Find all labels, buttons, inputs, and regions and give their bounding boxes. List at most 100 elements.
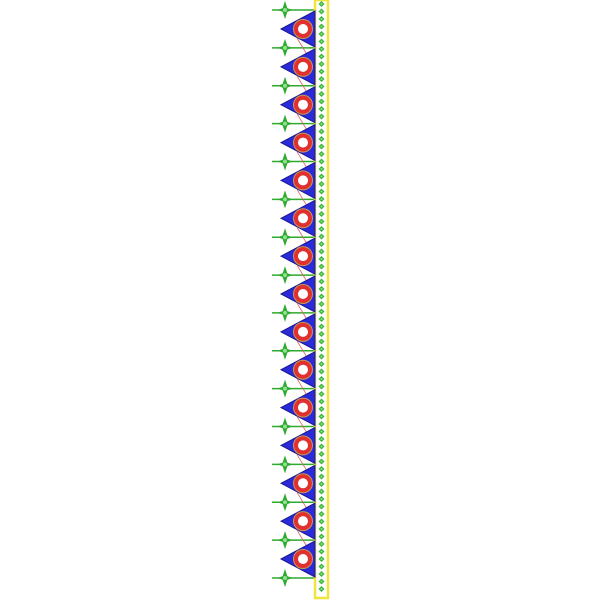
border-leaf-center <box>320 370 323 373</box>
ring-center <box>298 554 308 564</box>
border-leaf-center <box>320 498 323 500</box>
border-leaf-center <box>320 430 323 433</box>
border-leaf-center <box>320 250 323 253</box>
border-leaf-center <box>320 535 323 538</box>
border-leaf-center <box>320 280 323 283</box>
border-leaf-center <box>320 483 323 485</box>
border-leaf-center <box>320 505 323 508</box>
star-center <box>283 310 287 315</box>
border-leaf-center <box>320 243 323 245</box>
border-leaf-center <box>320 63 323 65</box>
ring-center <box>298 516 308 527</box>
border-leaf-center <box>320 385 323 388</box>
border-leaf-center <box>320 460 323 463</box>
border-leaf-center <box>320 348 323 350</box>
ring-center <box>298 24 308 34</box>
border-leaf-center <box>320 93 323 95</box>
ring-center <box>298 251 308 262</box>
border-leaf-center <box>320 393 323 395</box>
border-leaf-center <box>320 85 323 88</box>
border-leaf-center <box>320 168 323 170</box>
border-leaf-center <box>320 130 323 133</box>
ring-center <box>298 364 308 375</box>
border-leaf-center <box>320 213 323 215</box>
border-leaf-center <box>320 198 323 200</box>
ring-center <box>298 99 308 110</box>
border-leaf-center <box>320 273 323 275</box>
star-center <box>283 424 287 429</box>
border-leaf-center <box>320 175 323 178</box>
border-leaf-center <box>320 400 323 403</box>
border-leaf-center <box>320 160 323 163</box>
border-leaf-center <box>320 303 323 305</box>
border-leaf-center <box>320 10 323 13</box>
border-leaf-center <box>320 235 323 238</box>
border-leaf-center <box>320 565 323 568</box>
star-center <box>283 235 287 240</box>
border-leaf-center <box>320 288 323 290</box>
border-leaf-center <box>320 363 323 365</box>
border-leaf-center <box>320 408 323 410</box>
border-leaf-center <box>320 415 323 418</box>
ring-center <box>298 289 308 299</box>
star-center <box>283 538 287 543</box>
border-leaf-center <box>320 25 323 28</box>
border-leaf-center <box>320 558 323 560</box>
border-leaf-center <box>320 108 323 110</box>
star-center <box>283 8 287 12</box>
star-motifs <box>272 1 315 587</box>
star-center <box>283 83 287 88</box>
border-leaf-center <box>320 190 323 193</box>
border-leaf-center <box>320 513 323 515</box>
border-leaf-center <box>320 475 323 478</box>
border-leaf-center <box>320 468 323 470</box>
border-leaf-center <box>320 40 323 43</box>
border-leaf-center <box>320 543 323 545</box>
border-leaf-center <box>320 520 323 523</box>
border-leaf-center <box>320 33 323 35</box>
border-leaf-center <box>320 183 323 185</box>
border-leaf-center <box>320 115 323 118</box>
ring-center <box>298 440 308 451</box>
border-leaf-center <box>320 48 323 50</box>
border-leaf-center <box>320 205 323 208</box>
border-leaf-center <box>320 310 323 313</box>
triangle-motifs <box>279 10 316 578</box>
star-center <box>283 348 287 353</box>
border-leaf-center <box>320 70 323 73</box>
star-center <box>283 159 287 164</box>
border-leaf-center <box>320 18 323 20</box>
ring-center <box>298 213 308 224</box>
border-leaf-center <box>320 3 323 5</box>
border-leaf-center <box>320 100 323 103</box>
ring-center <box>298 478 308 489</box>
border-leaf-center <box>320 138 323 140</box>
border-leaf-center <box>320 153 323 155</box>
ring-center <box>298 326 308 337</box>
border-leaf-center <box>320 318 323 320</box>
ring-center <box>298 61 308 72</box>
ring-center <box>298 402 308 413</box>
border-leaf-center <box>320 295 323 298</box>
star-center <box>283 462 287 467</box>
border-leaf-center <box>320 325 323 328</box>
border-leaf-center <box>320 333 323 335</box>
star-center <box>283 197 287 202</box>
star-center <box>283 576 287 580</box>
border-leaf-center <box>320 438 323 440</box>
border-leaf-center <box>320 573 323 575</box>
vertical-border-strip <box>313 0 330 600</box>
border-leaf-center <box>320 265 323 268</box>
border-leaf-center <box>320 123 323 125</box>
star-center <box>283 386 287 391</box>
border-leaf-center <box>320 423 323 425</box>
ring-center <box>298 137 308 148</box>
border-leaf-center <box>320 528 323 530</box>
border-leaf-center <box>320 228 323 230</box>
border-leaf-center <box>320 145 323 148</box>
border-leaf-center <box>320 355 323 358</box>
border-leaf-center <box>320 78 323 80</box>
border-leaf-center <box>320 378 323 380</box>
border-leaf-center <box>320 220 323 223</box>
